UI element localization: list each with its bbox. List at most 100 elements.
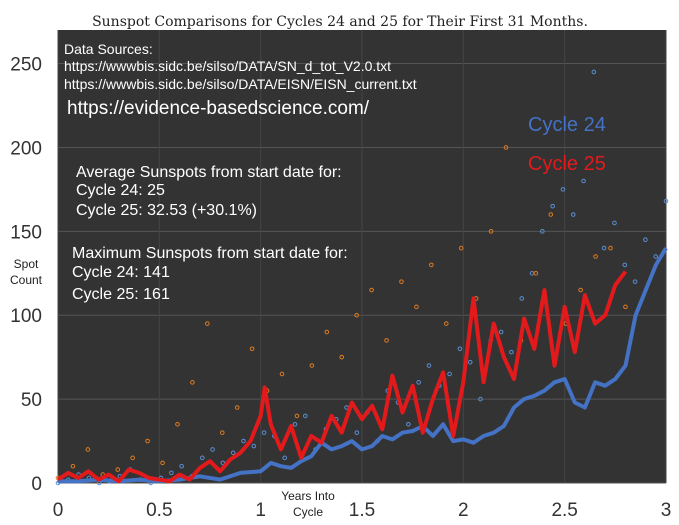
cycle-24-scatter-point <box>498 329 504 335</box>
x-axis-ticks: 0 0.5 1 1.5 2 2.5 3 <box>53 500 672 521</box>
x-tick-label: 0.5 <box>146 500 172 521</box>
x-tick-label: 1 <box>255 500 266 521</box>
y-tick-label: 250 <box>10 55 42 76</box>
grid-lines <box>57 30 667 484</box>
cycle-24-scatter-point <box>591 69 597 75</box>
y-tick-label: 0 <box>31 474 42 495</box>
cycle-24-scatter-point <box>199 455 205 461</box>
cycle-25-scatter-point <box>219 430 225 435</box>
cycle-25-scatter-point <box>414 304 419 310</box>
x-axis-label-line-2: Cycle <box>293 505 323 519</box>
cycle-24-scatter-point <box>601 245 607 251</box>
cycle-25-scatter-point <box>205 321 210 326</box>
cycle-25-scatter-point <box>548 212 554 217</box>
cycle-24-scatter-point <box>241 438 246 444</box>
maximum-cycle-25: Cycle 25: 161 <box>72 286 170 303</box>
cycle-24-scatter-point <box>251 443 257 449</box>
cycle-24-scatter-point <box>220 460 226 466</box>
cycle-24-scatter-point <box>663 198 669 204</box>
cycle-25-scatter-point <box>294 413 300 419</box>
cycle-25-scatter-point <box>175 421 180 427</box>
cycle-25-scatter-point <box>578 287 583 293</box>
cycle-24-scatter-point <box>519 296 525 301</box>
legend-cycle-24: Cycle 24 <box>528 114 606 136</box>
maximum-box-heading: Maximum Sunspots from start date for: <box>72 245 348 262</box>
cycle-24-scatter-point <box>210 447 215 452</box>
cycle-24-scatter-point <box>540 229 545 234</box>
x-axis-label-line-1: Years Into <box>281 489 335 503</box>
cycle-24-scatter-point <box>560 187 566 192</box>
y-axis-label-line-1: Spot <box>14 257 39 271</box>
cycle-25-scatter-point <box>145 438 150 444</box>
cycle-24-scatter-point <box>622 262 628 268</box>
cycle-24-scatter-point <box>581 178 586 184</box>
cycle-25-smoothed-line <box>56 270 628 484</box>
cycle-25-scatter-point <box>70 463 76 469</box>
cycle-25-scatter-point <box>533 270 539 276</box>
cycle-25-scatter-point <box>339 354 345 360</box>
cycle-25-scatter-point <box>85 447 91 452</box>
cycle-24-scatter-point <box>416 380 421 385</box>
x-tick-label: 2.5 <box>551 500 577 521</box>
cycle-25-scatter-point <box>279 371 285 377</box>
cycle-24-scatter-point <box>653 254 658 259</box>
cycle-25-scatter-point <box>623 304 628 310</box>
y-tick-label: 200 <box>10 138 42 159</box>
cycle-25-scatter-point <box>458 245 464 251</box>
x-tick-label: 3 <box>661 500 672 521</box>
source-url-2: https://wwwbis.sidc.be/silso/DATA/EISN/E… <box>64 76 417 92</box>
cycle-24-scatter-point <box>179 463 184 469</box>
cycle-24-scatter-point <box>282 455 288 461</box>
cycle-24-scatter-point <box>354 430 360 435</box>
cycle-24-smoothed-line <box>58 247 668 484</box>
x-tick-label: 1.5 <box>349 500 375 521</box>
cycle-24-scatter-point <box>457 346 463 352</box>
legend-cycle-25: Cycle 25 <box>528 153 606 175</box>
cycle-25-scatter-point <box>115 467 121 472</box>
cycle-25-scatter-point <box>608 245 613 251</box>
chart-title: Sunspot Comparisons for Cycles 24 and 25… <box>92 14 588 30</box>
cycle-25-scatter-point <box>488 229 494 234</box>
cycle-24-scatter-point <box>261 430 267 435</box>
cycle-24-scatter-point <box>426 363 432 368</box>
average-cycle-25: Cycle 25: 32.53 (+30.1%) <box>76 202 257 219</box>
cycle-24-scatter-point <box>632 279 638 284</box>
cycle-24-scatter-point <box>303 413 308 419</box>
source-url-1: https://wwwbis.sidc.be/silso/DATA/SN_d_t… <box>64 58 391 74</box>
cycle-25-scatter-point <box>234 405 240 410</box>
y-tick-label: 50 <box>21 390 42 411</box>
cycle-24-scatter-point <box>478 396 483 402</box>
cycle-25-scatter-point <box>309 363 315 368</box>
cycle-24-scatter-point <box>406 421 411 427</box>
sources-heading: Data Sources: <box>64 41 153 57</box>
cycle-25-scatter-point <box>324 329 330 335</box>
maximum-cycle-24: Cycle 24: 141 <box>72 264 170 281</box>
cycle-25-scatter-point <box>503 145 509 150</box>
y-axis-ticks: 0 50 100 150 200 250 <box>10 55 42 495</box>
y-axis-label-line-2: Count <box>10 273 43 287</box>
cycle-24-scatter-point <box>467 359 473 365</box>
cycle-25-scatter-point <box>190 380 195 385</box>
cycle-25-scatter-point <box>369 287 374 293</box>
x-tick-label: 2 <box>458 500 469 521</box>
cycle-24-scatter-point <box>509 349 514 355</box>
cycle-25-scatter-point <box>593 254 598 259</box>
cycle-24-scatter-point <box>292 421 298 427</box>
x-tick-label: 0 <box>53 500 64 521</box>
cycle-24-scatter-point <box>612 220 617 226</box>
cycle-25-scatter-point <box>384 338 389 343</box>
cycle-24-scatter-point <box>550 203 555 209</box>
cycle-25-scatter-point <box>399 279 404 284</box>
y-tick-label: 150 <box>10 222 42 243</box>
cycle-25-scatter-point <box>354 312 359 318</box>
cycle-25-scatter-point <box>429 262 434 268</box>
y-tick-label: 100 <box>10 306 42 327</box>
cycle-24-scatter-point <box>169 470 174 476</box>
cycle-24-scatter-point <box>643 237 648 243</box>
average-box-heading: Average Sunspots from start date for: <box>76 164 342 181</box>
cycle-24-scatter-point <box>230 450 236 456</box>
cycle-24-scatter-point <box>447 371 452 377</box>
average-cycle-24: Cycle 24: 25 <box>76 182 165 199</box>
